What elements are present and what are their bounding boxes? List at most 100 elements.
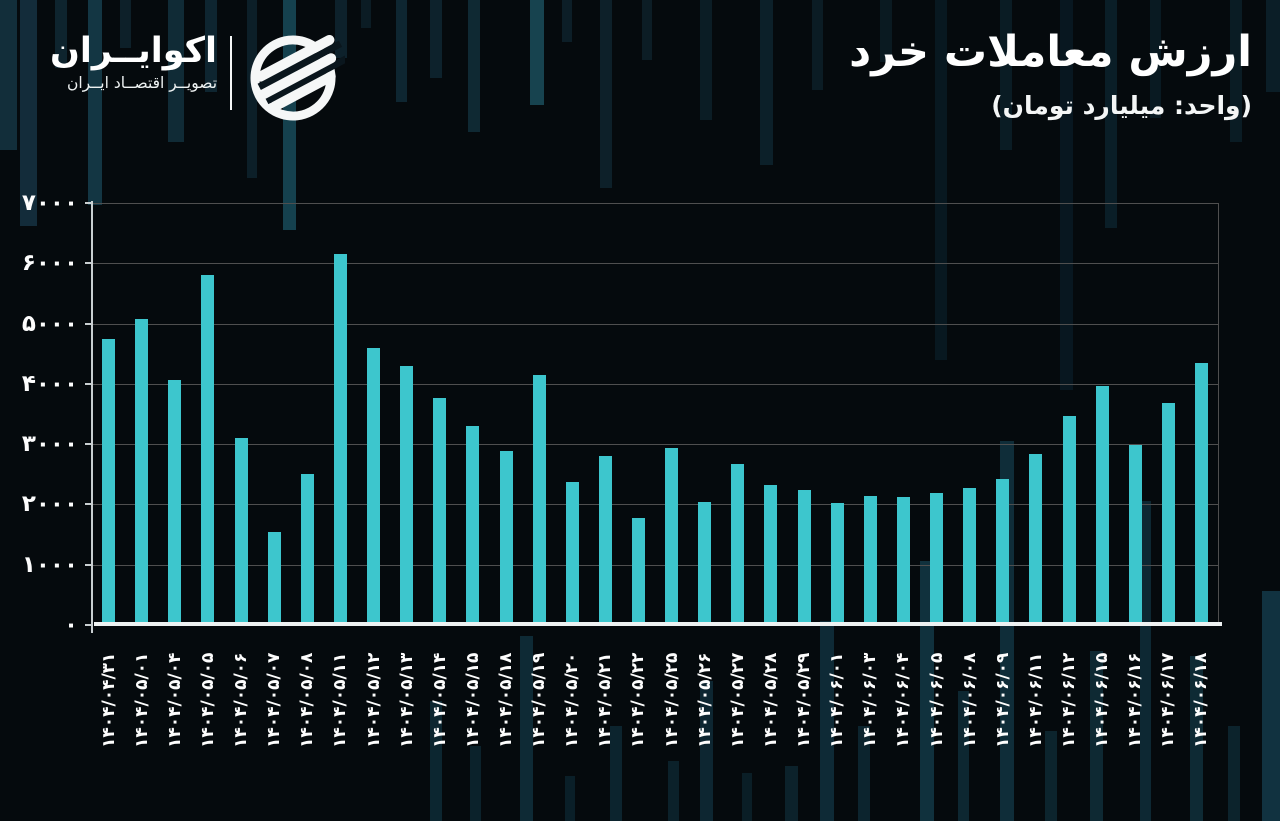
- x-axis-tick-label-text: ۱۴۰۴/۰۶/۱۶: [1125, 652, 1146, 748]
- y-gridline: [92, 564, 1218, 566]
- y-axis-tick-label: ۱۰۰۰: [21, 551, 78, 578]
- bar: [863, 496, 877, 622]
- x-axis-tick-label-text: ۱۴۰۴/۰۶/۱۸: [1191, 652, 1212, 748]
- x-axis-tick-label-text: ۱۴۰۴/۰۵/۰۸: [297, 652, 318, 748]
- bar: [598, 455, 612, 622]
- logo-brand-text: اکوایــران: [50, 31, 218, 71]
- y-axis-tick: [85, 624, 92, 626]
- x-axis-tick-label-text: ۱۴۰۴/۰۶/۰۸: [959, 652, 980, 748]
- y-gridline: [92, 263, 1218, 265]
- bar: [499, 451, 513, 622]
- x-axis-tick-label-text: ۱۴۰۴/۰۵/۰۷: [264, 652, 285, 748]
- x-axis-tick-label-text: ۱۴۰۴/۰۶/۰۳: [860, 652, 881, 748]
- x-axis-tick-label-text: ۱۴۰۴/۰۵/۲۹: [794, 652, 814, 748]
- y-axis-tick-label: ۵۰۰۰: [21, 310, 78, 337]
- x-axis-tick-label-text: ۱۴۰۴/۰۶/۰۹: [992, 652, 1013, 748]
- bar: [631, 517, 645, 622]
- y-gridline: [92, 504, 1218, 506]
- bar: [400, 366, 414, 622]
- x-axis-tick-label-text: ۱۴۰۴/۰۴/۳۱: [98, 652, 119, 748]
- x-axis-tick-label-text: ۱۴۰۴/۰۵/۰۵: [197, 652, 218, 748]
- bar: [367, 347, 380, 622]
- x-axis-tick-label-text: ۱۴۰۴/۰۵/۲۱: [595, 652, 616, 748]
- chart-unit-subtitle: (واحد: میلیارد تومان): [991, 91, 1252, 121]
- x-axis-line: [94, 622, 1222, 626]
- y-axis-tick: [85, 202, 92, 204]
- y-axis-tick: [85, 382, 92, 385]
- bar: [466, 425, 480, 622]
- x-axis-tick-label-text: ۱۴۰۴/۰۶/۰۵: [926, 652, 947, 748]
- bar: [333, 253, 347, 622]
- bar: [565, 481, 579, 622]
- x-axis-tick-label-text: ۱۴۰۴/۰۵/۰۴: [164, 652, 185, 748]
- bar: [764, 484, 778, 622]
- x-axis-tick-label-text: ۱۴۰۴/۰۵/۱۱: [330, 652, 351, 748]
- y-axis-tick: [85, 262, 92, 265]
- y-axis-tick: [85, 443, 92, 446]
- bar: [1029, 453, 1043, 622]
- x-axis-tick-label-text: ۱۴۰۴/۰۵/۲۲: [628, 652, 649, 748]
- bar: [102, 338, 116, 622]
- bar: [797, 490, 811, 622]
- bar: [963, 487, 977, 622]
- x-axis-tick-label-text: ۱۴۰۴/۰۵/۱۵: [462, 652, 483, 748]
- bar: [433, 397, 447, 622]
- logo-divider: [230, 36, 233, 110]
- bar: [1161, 402, 1175, 622]
- x-axis-tick-label-text: ۱۴۰۴/۰۵/۱۴: [429, 652, 450, 748]
- chart-header: ارزش معاملات خرد (واحد: میلیارد تومان): [849, 27, 1252, 121]
- bar: [300, 474, 314, 622]
- x-axis-tick-label-text: ۱۴۰۴/۰۵/۲۰: [562, 652, 583, 748]
- bar: [665, 447, 679, 622]
- y-gridline: [92, 323, 1218, 325]
- x-axis-tick-label-text: ۱۴۰۴/۰۵/۲۵: [661, 652, 682, 748]
- bar: [731, 464, 745, 622]
- x-axis-tick-label-text: ۱۴۰۴/۰۶/۱۵: [1092, 652, 1113, 748]
- chart-title: ارزش معاملات خرد: [849, 27, 1252, 77]
- ecoiran-logo-icon: [250, 34, 346, 121]
- bar: [168, 379, 182, 622]
- bar: [996, 478, 1010, 622]
- x-axis-tick-label-text: ۱۴۰۴/۰۵/۰۶: [231, 652, 251, 748]
- ecoiran-logo: اکوایــران تصویــر اقتصــاد ایــران: [50, 22, 346, 128]
- x-axis-tick-label-text: ۱۴۰۴/۰۵/۱۳: [396, 652, 417, 748]
- bar: [1128, 444, 1142, 622]
- x-axis-tick-label-text: ۱۴۰۴/۰۵/۱۹: [529, 652, 550, 748]
- x-axis-tick-label-text: ۱۴۰۴/۰۶/۱۷: [1158, 652, 1179, 748]
- y-axis-tick: [85, 503, 92, 506]
- bar: [830, 502, 844, 622]
- x-axis-tick-label-text: ۱۴۰۴/۰۵/۲۸: [760, 652, 781, 748]
- y-axis-tick: [85, 322, 92, 325]
- y-gridline: [92, 203, 1218, 204]
- x-axis-tick-label-text: ۱۴۰۴/۰۵/۱۲: [363, 652, 384, 748]
- bar: [135, 319, 149, 622]
- y-axis-tick-label: ۴۰۰۰: [21, 370, 78, 397]
- bar: [896, 496, 910, 622]
- bar: [698, 502, 712, 622]
- bar: [1062, 416, 1076, 622]
- x-axis-tick-label-text: ۱۴۰۴/۰۶/۱۱: [1025, 652, 1046, 748]
- x-axis-tick-label-text: ۱۴۰۴/۰۵/۲۷: [727, 652, 748, 748]
- y-axis-tick-label: ۶۰۰۰: [21, 250, 78, 277]
- y-axis-tick-label: ۰: [63, 612, 78, 638]
- bar: [1194, 363, 1208, 622]
- y-axis-tick-label: ۷۰۰۰: [21, 190, 78, 216]
- logo-tagline-text: تصویــر اقتصــاد ایــران: [66, 73, 218, 92]
- y-axis-tick-label: ۳۰۰۰: [21, 431, 78, 458]
- y-axis-line: [91, 201, 93, 633]
- y-axis-tick-label: ۲۰۰۰: [21, 491, 78, 518]
- x-axis-tick-label-text: ۱۴۰۴/۰۵/۱۸: [496, 652, 516, 748]
- x-axis-tick-label-text: ۱۴۰۴/۰۵/۰۱: [131, 652, 152, 748]
- x-axis-tick-label-text: ۱۴۰۴/۰۶/۱۲: [1059, 652, 1079, 748]
- y-gridline: [92, 444, 1218, 446]
- y-axis-tick: [85, 563, 92, 566]
- bar: [267, 531, 281, 622]
- bar: [532, 374, 546, 622]
- plot-right-border: [1218, 203, 1219, 625]
- bar: [201, 275, 215, 622]
- x-axis-tick-label-text: ۱۴۰۴/۰۵/۲۶: [694, 652, 715, 748]
- y-gridline: [92, 383, 1218, 385]
- bar: [1095, 386, 1109, 622]
